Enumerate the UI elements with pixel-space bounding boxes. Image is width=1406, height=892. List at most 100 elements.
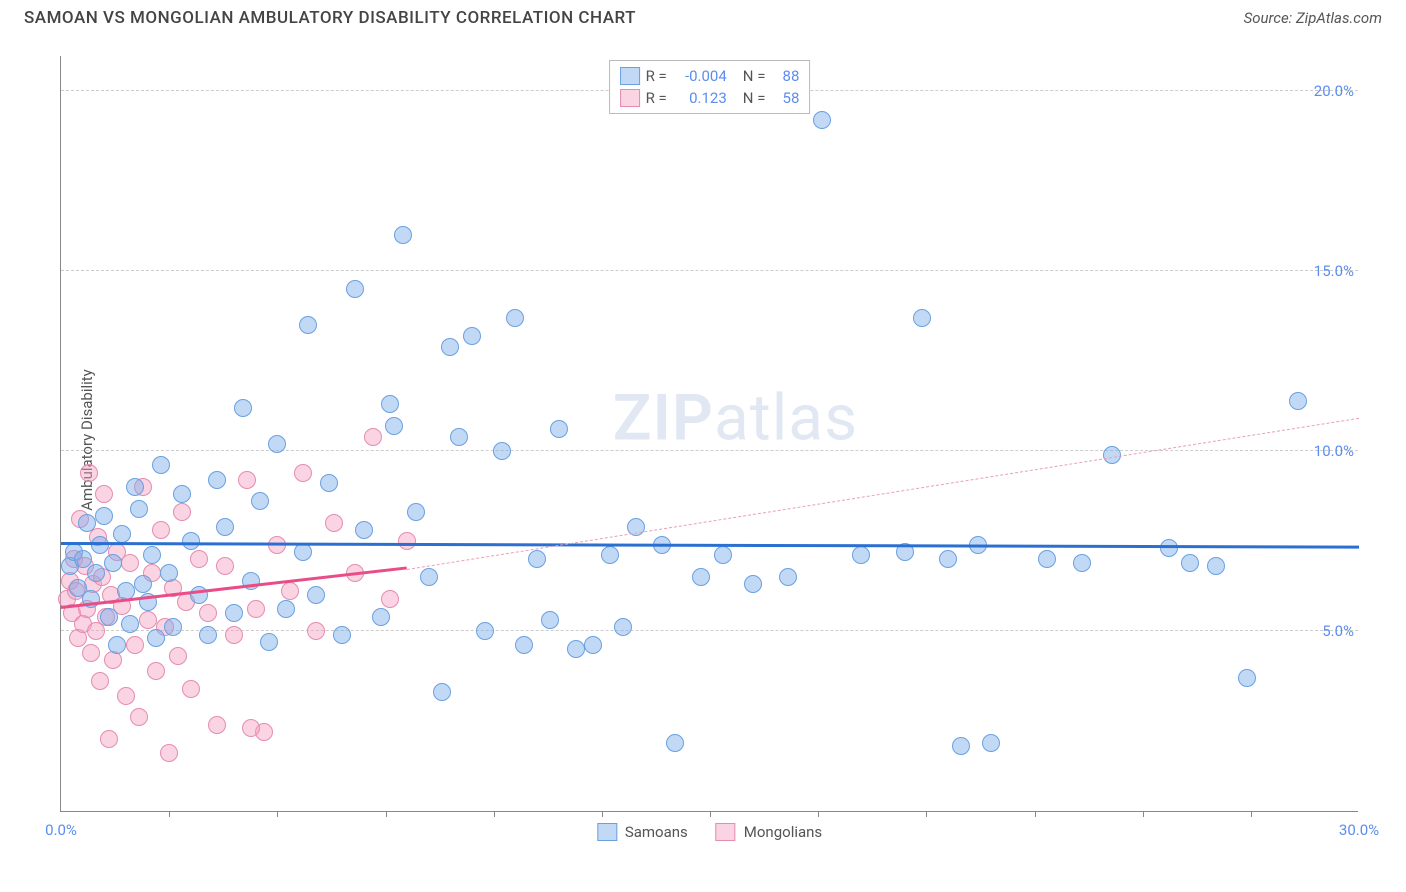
y-tick-label: 20.0% bbox=[1314, 82, 1354, 100]
scatter-point bbox=[208, 716, 226, 734]
scatter-point bbox=[251, 492, 269, 510]
scatter-point bbox=[601, 546, 619, 564]
scatter-point bbox=[528, 550, 546, 568]
watermark-atlas: atlas bbox=[714, 381, 858, 456]
scatter-point bbox=[294, 464, 312, 482]
scatter-point bbox=[190, 550, 208, 568]
scatter-point bbox=[121, 615, 139, 633]
legend-n-label: N = bbox=[743, 67, 766, 85]
scatter-point bbox=[441, 338, 459, 356]
scatter-point bbox=[130, 708, 148, 726]
scatter-point bbox=[95, 507, 113, 525]
x-tick-label: 0.0% bbox=[45, 821, 77, 839]
scatter-point bbox=[1160, 539, 1178, 557]
scatter-point bbox=[385, 417, 403, 435]
scatter-point bbox=[550, 420, 568, 438]
scatter-point bbox=[506, 309, 524, 327]
scatter-point bbox=[1103, 446, 1121, 464]
scatter-point bbox=[433, 683, 451, 701]
scatter-point bbox=[493, 442, 511, 460]
scatter-point bbox=[147, 629, 165, 647]
scatter-point bbox=[307, 622, 325, 640]
legend-n-value: 88 bbox=[771, 67, 799, 85]
scatter-point bbox=[420, 568, 438, 586]
scatter-point bbox=[372, 608, 390, 626]
x-tick-label: 30.0% bbox=[1339, 821, 1379, 839]
scatter-point bbox=[407, 503, 425, 521]
scatter-point bbox=[813, 111, 831, 129]
series-legend-label: Samoans bbox=[625, 823, 688, 841]
chart-header: SAMOAN VS MONGOLIAN AMBULATORY DISABILIT… bbox=[0, 0, 1406, 32]
scatter-point bbox=[1207, 557, 1225, 575]
scatter-point bbox=[126, 478, 144, 496]
scatter-point bbox=[100, 608, 118, 626]
legend-r-value: 0.123 bbox=[673, 89, 727, 107]
scatter-point bbox=[139, 611, 157, 629]
scatter-point bbox=[913, 309, 931, 327]
scatter-point bbox=[95, 485, 113, 503]
scatter-point bbox=[692, 568, 710, 586]
scatter-point bbox=[82, 644, 100, 662]
legend-row: R =0.123N =58 bbox=[620, 87, 800, 109]
scatter-point bbox=[199, 604, 217, 622]
scatter-point bbox=[130, 500, 148, 518]
scatter-point bbox=[299, 316, 317, 334]
scatter-point bbox=[87, 564, 105, 582]
scatter-point bbox=[939, 550, 957, 568]
scatter-point bbox=[208, 471, 226, 489]
scatter-point bbox=[225, 604, 243, 622]
scatter-point bbox=[779, 568, 797, 586]
scatter-point bbox=[381, 590, 399, 608]
scatter-point bbox=[152, 521, 170, 539]
scatter-point bbox=[160, 744, 178, 762]
scatter-point bbox=[74, 550, 92, 568]
chart-container: Ambulatory Disability ZIPatlas R =-0.004… bbox=[24, 40, 1382, 840]
y-tick-label: 15.0% bbox=[1314, 262, 1354, 280]
scatter-point bbox=[143, 546, 161, 564]
x-tick bbox=[386, 811, 387, 817]
scatter-point bbox=[1038, 550, 1056, 568]
scatter-point bbox=[364, 428, 382, 446]
scatter-point bbox=[216, 557, 234, 575]
scatter-point bbox=[182, 680, 200, 698]
legend-n-label: N = bbox=[743, 89, 766, 107]
legend-swatch bbox=[716, 823, 736, 841]
scatter-point bbox=[1238, 669, 1256, 687]
scatter-point bbox=[281, 582, 299, 600]
scatter-point bbox=[121, 554, 139, 572]
scatter-point bbox=[91, 672, 109, 690]
scatter-point bbox=[169, 647, 187, 665]
x-tick bbox=[494, 811, 495, 817]
scatter-point bbox=[463, 327, 481, 345]
y-gridline bbox=[61, 450, 1358, 451]
watermark-zip: ZIP bbox=[613, 381, 714, 456]
scatter-point bbox=[108, 636, 126, 654]
legend-row: R =-0.004N =88 bbox=[620, 65, 800, 87]
legend-r-value: -0.004 bbox=[673, 67, 727, 85]
scatter-point bbox=[100, 730, 118, 748]
scatter-point bbox=[333, 626, 351, 644]
scatter-point bbox=[225, 626, 243, 644]
x-tick bbox=[710, 811, 711, 817]
scatter-point bbox=[476, 622, 494, 640]
y-tick-label: 5.0% bbox=[1322, 622, 1354, 640]
y-gridline bbox=[61, 630, 1358, 631]
scatter-point bbox=[614, 618, 632, 636]
scatter-point bbox=[238, 471, 256, 489]
legend-swatch bbox=[620, 89, 640, 107]
scatter-point bbox=[666, 734, 684, 752]
scatter-point bbox=[541, 611, 559, 629]
scatter-point bbox=[381, 395, 399, 413]
scatter-point bbox=[325, 514, 343, 532]
legend-swatch bbox=[620, 67, 640, 85]
scatter-point bbox=[277, 600, 295, 618]
scatter-point bbox=[247, 600, 265, 618]
scatter-point bbox=[1289, 392, 1307, 410]
scatter-point bbox=[982, 734, 1000, 752]
scatter-point bbox=[173, 485, 191, 503]
scatter-point bbox=[952, 737, 970, 755]
legend-n-value: 58 bbox=[771, 89, 799, 107]
scatter-point bbox=[147, 662, 165, 680]
scatter-point bbox=[515, 636, 533, 654]
chart-title: SAMOAN VS MONGOLIAN AMBULATORY DISABILIT… bbox=[24, 8, 636, 28]
